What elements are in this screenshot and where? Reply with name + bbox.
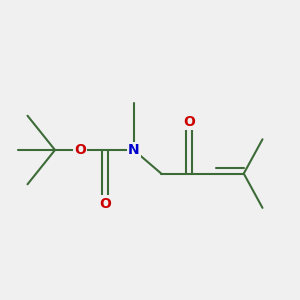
Text: N: N — [128, 143, 140, 157]
Text: O: O — [99, 196, 111, 211]
Text: O: O — [74, 143, 86, 157]
Text: O: O — [183, 115, 195, 129]
